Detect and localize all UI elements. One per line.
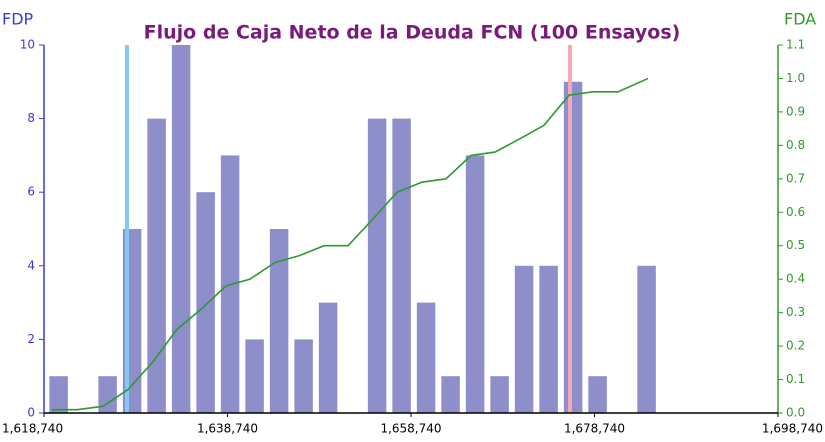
bar — [147, 118, 166, 413]
y2-tick-label: 0.3 — [786, 305, 805, 319]
bar — [49, 376, 68, 413]
y2-tick-label: 0.8 — [786, 138, 805, 152]
bar — [588, 376, 607, 413]
bar — [245, 339, 264, 413]
bar — [98, 376, 117, 413]
bar — [367, 118, 387, 413]
y-tick-label: 10 — [20, 38, 35, 52]
x-tick-label: 1,638,740 — [197, 422, 258, 436]
bar — [196, 192, 215, 413]
chart-title: Flujo de Caja Neto de la Deuda FCN (100 … — [144, 22, 681, 44]
bar — [294, 339, 313, 413]
x-tick-label: 1,618,740 — [2, 422, 63, 436]
bar — [416, 302, 436, 413]
x-tick-label: 1,698,740 — [762, 422, 823, 436]
bar — [392, 118, 411, 413]
y-tick-label: 6 — [27, 185, 35, 199]
cdf-line — [52, 77, 649, 411]
x-tick-label: 1,658,740 — [380, 422, 441, 436]
y2-tick-label: 1.1 — [786, 38, 805, 52]
y2-tick-label: 0.5 — [786, 238, 805, 252]
y2-tick-label: 0.4 — [786, 272, 805, 286]
y2-axis-label: FDA — [784, 10, 816, 29]
bar — [441, 376, 460, 413]
bar — [490, 376, 509, 413]
bar — [637, 265, 656, 413]
y-tick-label: 4 — [27, 258, 35, 272]
y-tick-label: 0 — [27, 406, 35, 420]
y2-tick-label: 0.6 — [786, 205, 805, 219]
bar — [171, 45, 191, 413]
bar — [269, 229, 289, 413]
bar — [514, 265, 534, 413]
bar — [563, 81, 583, 414]
y2-tick-label: 0.1 — [786, 372, 805, 386]
bar — [539, 265, 558, 413]
y2-tick-label: 1.0 — [786, 71, 805, 85]
bar — [318, 302, 338, 413]
y2-tick-label: 0.9 — [786, 104, 805, 118]
y2-tick-label: 0.0 — [786, 406, 805, 420]
y2-tick-label: 0.2 — [786, 339, 805, 353]
y-axis-label: FDP — [2, 10, 34, 29]
y2-tick-label: 0.7 — [786, 171, 805, 185]
y-tick-label: 8 — [27, 111, 35, 125]
bar — [465, 155, 485, 413]
x-tick-label: 1,678,740 — [564, 422, 625, 436]
y-tick-label: 2 — [27, 332, 35, 346]
